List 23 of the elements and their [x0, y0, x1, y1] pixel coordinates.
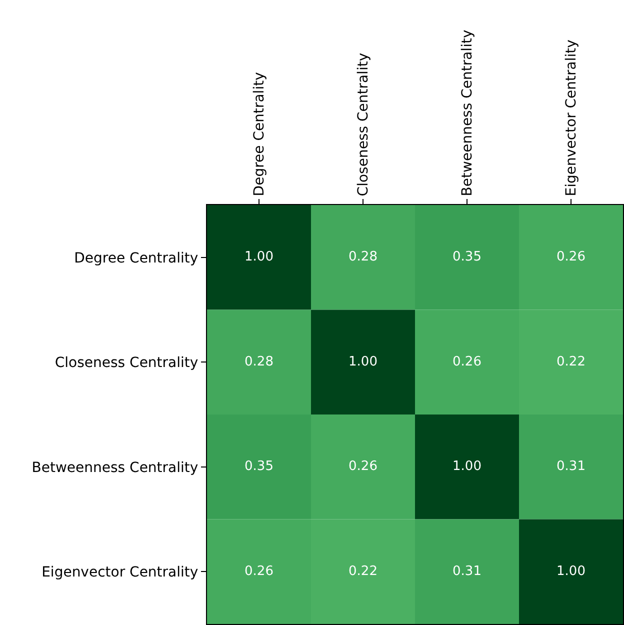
data-label: 0.28	[348, 250, 378, 265]
data-label: 0.35	[452, 250, 482, 265]
x-tick-label: Eigenvector Centrality	[564, 40, 580, 196]
data-label: 0.22	[348, 564, 378, 579]
data-label: 1.00	[556, 564, 586, 579]
data-label: 0.22	[556, 354, 586, 370]
y-tick-label: Degree Centrality	[74, 250, 198, 266]
data-label: 0.26	[348, 459, 378, 474]
data-label: 0.26	[452, 354, 482, 370]
x-tick-label: Betweenness Centrality	[460, 30, 476, 196]
x-tick-label: Closeness Centrality	[356, 52, 372, 196]
data-label: 1.00	[452, 459, 482, 474]
data-label: 0.28	[244, 354, 274, 370]
y-tick-label: Eigenvector Centrality	[42, 564, 198, 581]
data-label: 1.00	[348, 354, 378, 370]
data-label: 0.26	[556, 250, 586, 265]
data-label: 0.26	[244, 564, 274, 579]
y-tick-label: Betweenness Centrality	[32, 460, 198, 476]
data-label: 0.35	[244, 459, 274, 474]
data-label: 1.00	[244, 250, 274, 265]
y-tick-label: Closeness Centrality	[54, 355, 198, 372]
data-label: 0.31	[452, 564, 482, 579]
data-label: 0.31	[556, 459, 586, 474]
